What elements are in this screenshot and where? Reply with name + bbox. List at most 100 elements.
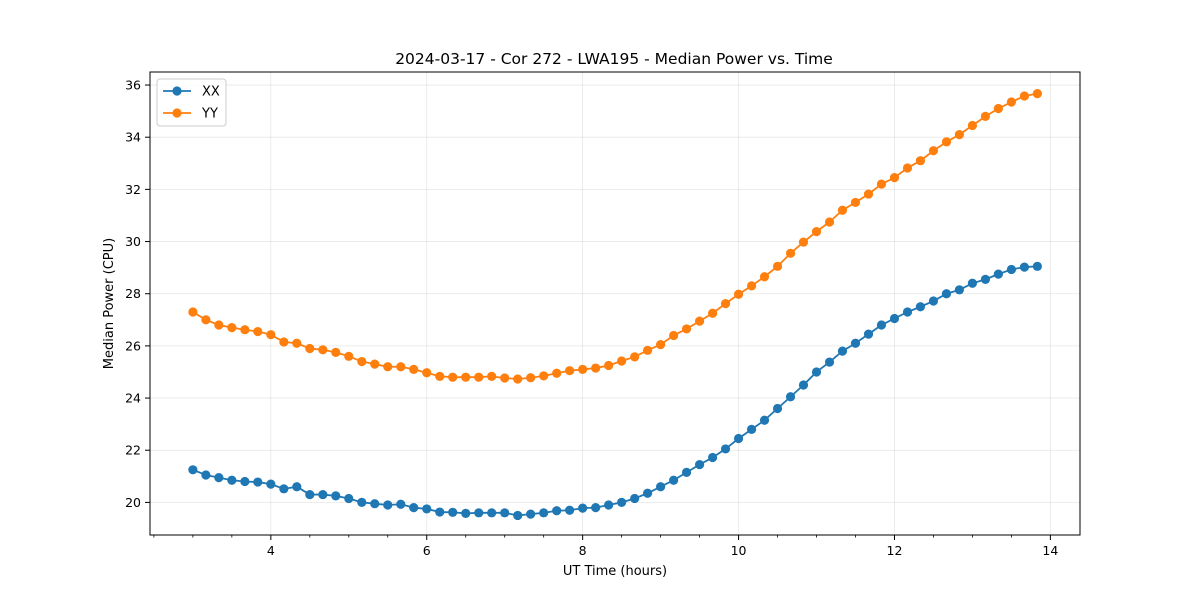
data-point-yy bbox=[915, 156, 926, 166]
data-point-xx bbox=[396, 499, 406, 509]
data-point-xx bbox=[500, 508, 510, 518]
data-point-xx bbox=[772, 403, 783, 414]
y-tick-label: 30 bbox=[125, 234, 141, 249]
y-tick-label: 32 bbox=[125, 182, 141, 197]
data-point-xx bbox=[253, 477, 263, 487]
data-point-yy bbox=[1019, 91, 1030, 101]
legend-label-yy: YY bbox=[201, 107, 218, 122]
data-point-xx bbox=[694, 459, 705, 470]
data-point-yy bbox=[279, 337, 289, 347]
data-point-xx bbox=[383, 500, 393, 510]
data-point-yy bbox=[422, 368, 432, 378]
data-point-yy bbox=[928, 146, 939, 156]
data-point-yy bbox=[409, 364, 419, 374]
data-point-xx bbox=[201, 470, 211, 480]
data-point-yy bbox=[539, 371, 549, 381]
data-point-xx bbox=[539, 508, 549, 518]
data-point-yy bbox=[681, 324, 692, 334]
legend: XX YY bbox=[156, 78, 227, 127]
data-point-yy bbox=[435, 371, 445, 382]
data-point-xx bbox=[604, 500, 614, 510]
data-point-xx bbox=[266, 479, 276, 489]
data-point-yy bbox=[694, 316, 705, 326]
data-point-yy bbox=[772, 261, 783, 271]
data-point-yy bbox=[227, 323, 237, 333]
data-point-xx bbox=[552, 506, 562, 516]
data-point-yy bbox=[902, 163, 913, 173]
data-point-xx bbox=[370, 499, 380, 509]
data-point-yy bbox=[214, 320, 224, 330]
data-point-xx bbox=[876, 320, 887, 330]
data-point-xx bbox=[785, 392, 796, 402]
data-point-yy bbox=[811, 227, 822, 237]
data-point-xx bbox=[448, 507, 458, 517]
x-tick-label: 12 bbox=[887, 543, 903, 558]
data-point-yy bbox=[980, 111, 991, 121]
data-point-xx bbox=[422, 504, 432, 514]
data-point-xx bbox=[915, 302, 926, 312]
data-point-yy bbox=[565, 366, 575, 376]
data-point-xx bbox=[526, 509, 536, 519]
data-point-xx bbox=[967, 278, 978, 288]
data-point-yy bbox=[266, 330, 276, 340]
data-point-xx bbox=[720, 444, 731, 454]
data-point-yy bbox=[396, 362, 406, 372]
data-point-yy bbox=[305, 343, 315, 354]
data-point-yy bbox=[889, 173, 900, 183]
data-point-xx bbox=[409, 503, 419, 513]
data-point-yy bbox=[746, 281, 757, 291]
y-tick-label: 22 bbox=[125, 443, 141, 458]
data-point-xx bbox=[344, 493, 354, 504]
data-point-yy bbox=[656, 339, 666, 350]
y-tick-label: 24 bbox=[125, 391, 141, 406]
y-tick-label: 28 bbox=[125, 286, 141, 301]
data-point-xx bbox=[188, 465, 198, 475]
grid-lines bbox=[150, 72, 1080, 535]
data-point-xx bbox=[630, 493, 640, 504]
data-point-xx bbox=[681, 467, 692, 477]
data-point-xx bbox=[798, 380, 809, 390]
data-point-yy bbox=[513, 374, 523, 384]
x-tick-label: 14 bbox=[1042, 543, 1058, 558]
data-point-yy bbox=[383, 362, 393, 372]
x-tick-label: 10 bbox=[731, 543, 747, 558]
data-point-yy bbox=[552, 368, 562, 378]
data-point-xx bbox=[214, 473, 224, 483]
data-point-xx bbox=[850, 338, 861, 348]
x-axis-title: UT Time (hours) bbox=[563, 564, 667, 579]
data-point-xx bbox=[902, 307, 913, 317]
data-point-yy bbox=[201, 315, 211, 325]
data-point-xx bbox=[928, 296, 939, 306]
data-point-yy bbox=[253, 326, 263, 337]
series-layer bbox=[188, 89, 1042, 521]
data-point-xx bbox=[227, 475, 237, 485]
data-point-yy bbox=[461, 372, 471, 382]
x-tick-label: 8 bbox=[579, 543, 587, 558]
data-point-yy bbox=[720, 299, 731, 309]
data-point-yy bbox=[331, 347, 341, 358]
data-point-yy bbox=[500, 373, 510, 383]
data-point-yy bbox=[370, 359, 380, 369]
data-point-xx bbox=[811, 367, 822, 377]
data-point-yy bbox=[617, 356, 627, 366]
plot-frame bbox=[149, 71, 1081, 536]
data-point-xx bbox=[292, 482, 302, 492]
data-point-yy bbox=[240, 325, 250, 335]
data-point-yy bbox=[759, 272, 770, 282]
y-tick-label: 36 bbox=[125, 78, 141, 93]
y-tick-label: 34 bbox=[125, 130, 141, 145]
data-point-xx bbox=[331, 491, 341, 501]
data-point-yy bbox=[1006, 97, 1017, 107]
axes: 4 6 8 10 12 14 20 22 24 26 28 30 32 34 36 bbox=[125, 78, 1058, 558]
data-point-xx bbox=[474, 508, 484, 518]
data-point-xx bbox=[746, 424, 757, 434]
data-point-yy bbox=[993, 103, 1003, 114]
data-point-yy bbox=[474, 372, 484, 382]
data-point-xx bbox=[617, 497, 627, 507]
data-point-xx bbox=[837, 346, 848, 356]
data-point-yy bbox=[604, 360, 614, 371]
data-point-xx bbox=[1032, 261, 1042, 271]
data-point-xx bbox=[708, 452, 718, 463]
data-point-xx bbox=[591, 503, 601, 513]
